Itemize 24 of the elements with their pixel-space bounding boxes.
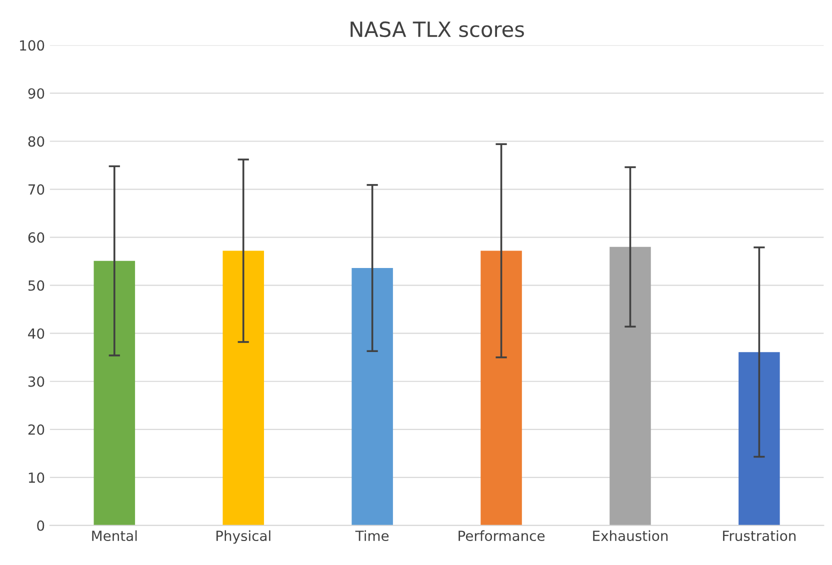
- bar: [610, 246, 651, 526]
- x-tick-label: Frustration: [723, 530, 796, 542]
- y-tick-label: 0: [37, 520, 44, 531]
- bar: [738, 352, 780, 526]
- x-tick-label: Mental: [92, 530, 137, 542]
- bar: [222, 250, 264, 526]
- bar: [94, 260, 136, 526]
- chart-title: NASA TLX scores: [350, 21, 524, 38]
- y-tick-label: 100: [20, 40, 44, 51]
- y-tick-label: 80: [28, 136, 44, 147]
- y-tick-label: 10: [28, 472, 44, 483]
- bar: [352, 268, 393, 526]
- x-tick-label: Exhaustion: [593, 530, 668, 542]
- y-tick-label: 30: [28, 376, 44, 387]
- x-tick-label: Physical: [216, 530, 270, 544]
- x-tick-label: Performance: [458, 530, 545, 542]
- y-tick-label: 50: [28, 280, 44, 291]
- y-tick-label: 40: [28, 328, 44, 339]
- y-tick-label: 20: [28, 424, 44, 435]
- x-tick-label: Time: [355, 530, 389, 542]
- bar: [480, 250, 522, 526]
- y-tick-label: 90: [28, 88, 44, 99]
- y-tick-label: 70: [28, 184, 44, 195]
- y-tick-label: 60: [28, 232, 44, 243]
